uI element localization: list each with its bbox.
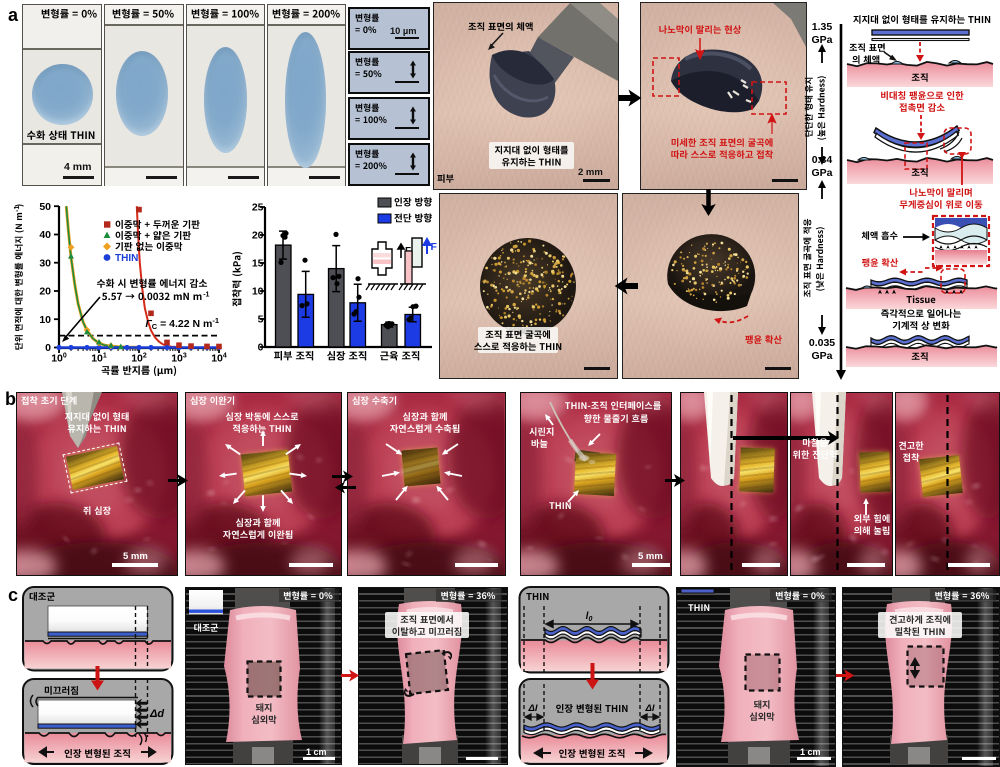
svg-text:50: 50 [39,201,51,213]
svg-text:40: 40 [39,229,51,241]
svg-text:0.035: 0.035 [809,337,835,349]
svg-text:Δd: Δd [149,708,164,720]
svg-text:-1: -1 [203,292,209,299]
svg-text:GPa: GPa [811,34,832,46]
svg-text:10: 10 [252,286,264,298]
svg-text:-1: -1 [14,205,21,211]
svg-text:1.35: 1.35 [812,21,833,33]
svg-text:GPa: GPa [811,350,832,362]
svg-text:20: 20 [39,286,51,298]
svg-text:15: 15 [252,258,264,270]
svg-text:l0: l0 [586,611,593,623]
svg-text:25: 25 [252,202,264,214]
svg-text:5: 5 [258,314,264,326]
svg-text:Δl: Δl [644,703,654,714]
svg-text:0.34: 0.34 [812,154,833,166]
svg-text:Δl: Δl [527,703,537,714]
svg-text:10: 10 [39,314,51,326]
svg-text:0: 0 [258,342,264,354]
svg-text:0: 0 [45,342,51,354]
svg-text:30: 30 [39,257,51,269]
svg-text:THIN: THIN [115,253,138,264]
svg-text:20: 20 [252,230,264,242]
svg-text:F: F [431,241,438,253]
svg-text:GPa: GPa [811,167,832,179]
svg-text:ΓC = 4.22 N m-1: ΓC = 4.22 N m-1 [145,316,219,331]
